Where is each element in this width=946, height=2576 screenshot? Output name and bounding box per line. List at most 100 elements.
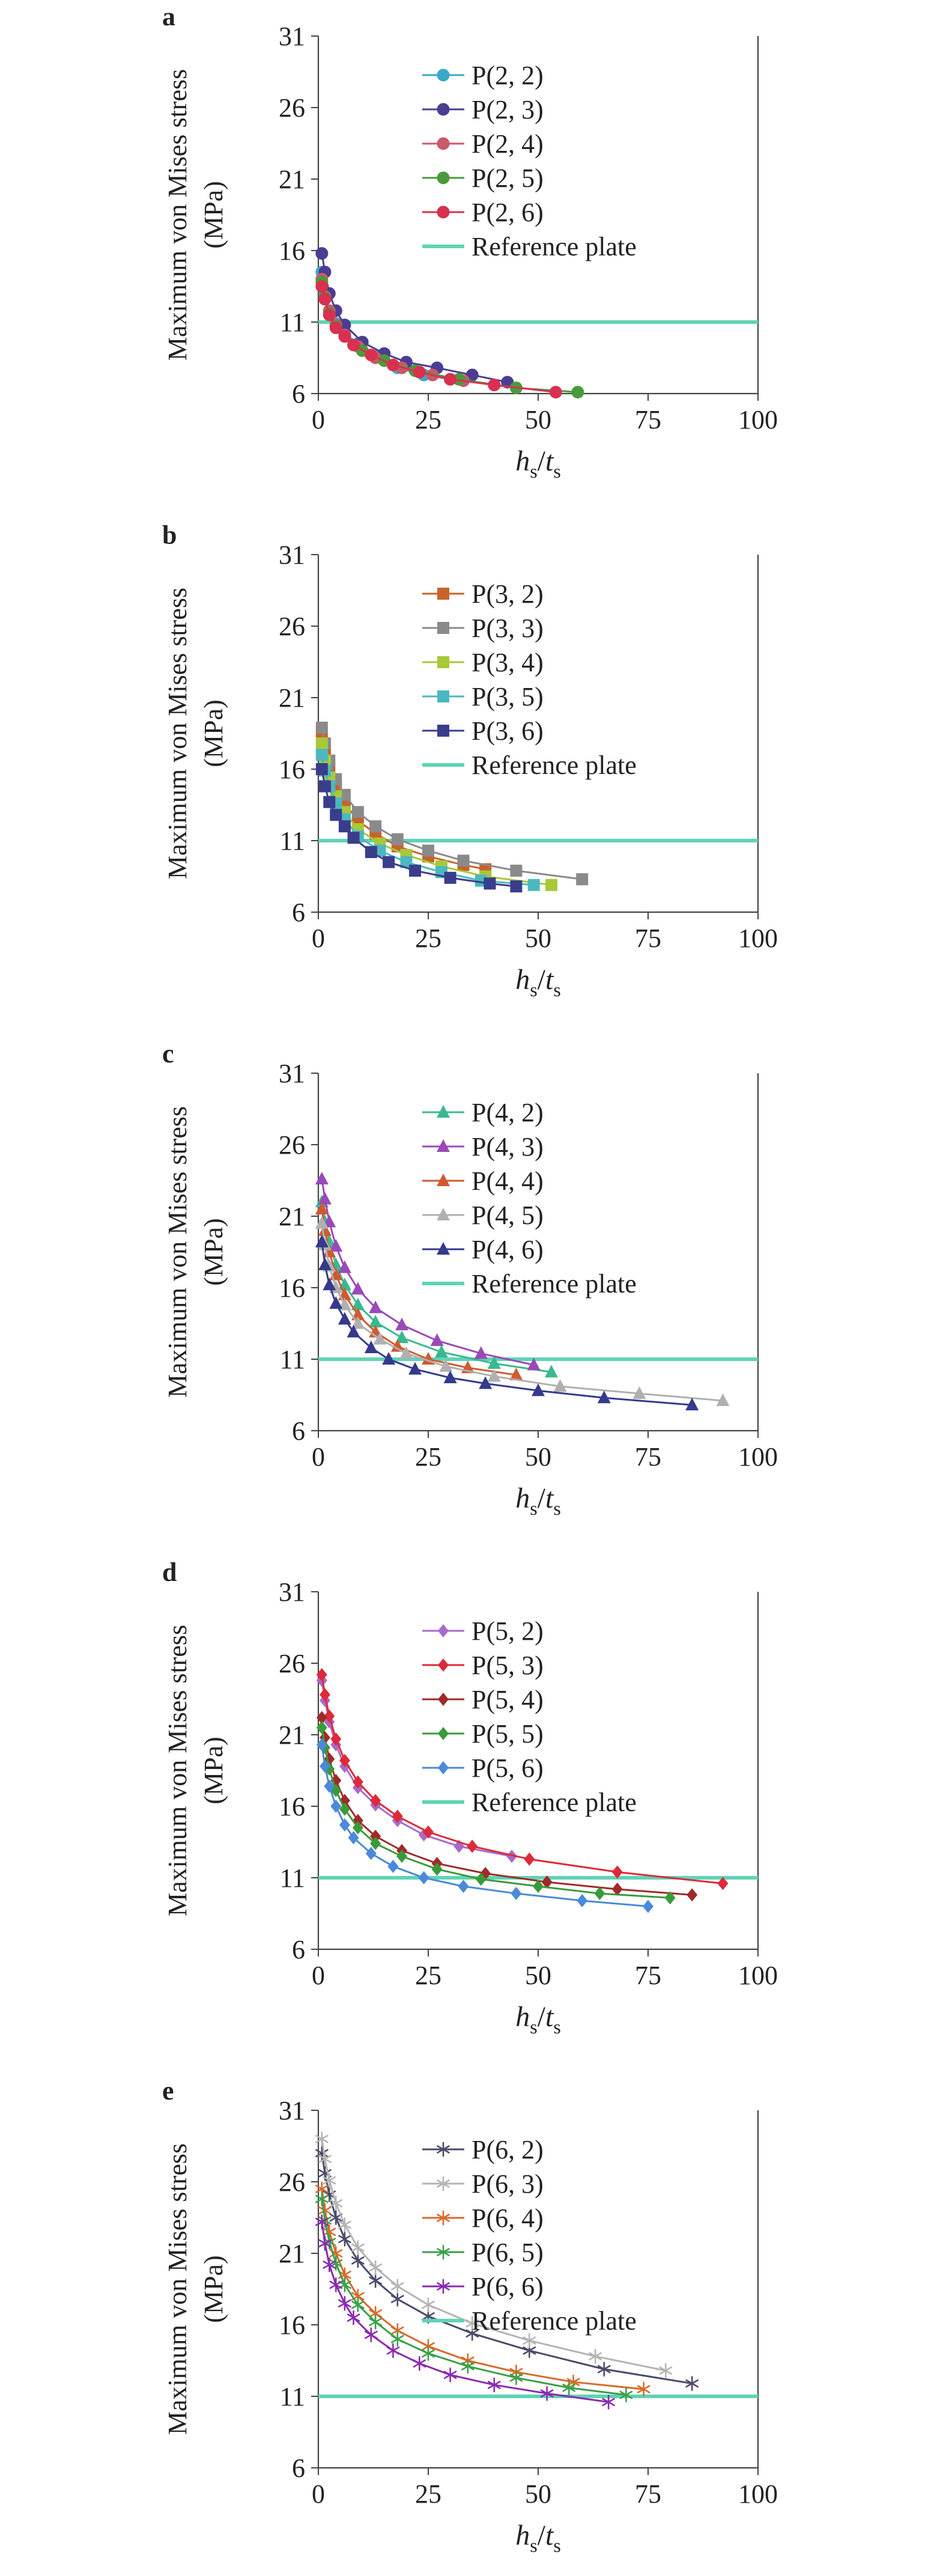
data-point	[365, 349, 378, 362]
data-point	[396, 1850, 408, 1863]
chart-panel-c: c 6 11 16 21 26 31 0 25 50 75 100 Maximum von Mises …	[162, 1039, 778, 1519]
data-point	[619, 2387, 633, 2402]
data-point	[316, 1738, 327, 1752]
x-axis-title-part: t	[545, 445, 554, 477]
x-axis-title: hs/ts	[515, 2520, 561, 2556]
data-point	[351, 1316, 365, 1329]
legend: P(4, 2) P(4, 3) P(4, 4) P(4, 5) P(4, 6) Refer…	[422, 1098, 637, 1299]
data-point	[315, 2131, 329, 2146]
series-3	[316, 1711, 698, 1902]
data-point	[315, 749, 328, 761]
y-tick-label: 6	[292, 379, 305, 409]
x-axis-title-part: /	[538, 445, 546, 477]
legend-label: P(6, 6)	[471, 2272, 544, 2301]
data-point	[323, 1277, 336, 1291]
series-5	[315, 1234, 699, 1411]
data-point	[409, 864, 422, 877]
y-tick-label: 21	[279, 2239, 305, 2268]
x-tick-label: 0	[312, 1961, 325, 1990]
data-point	[391, 833, 404, 845]
x-axis-title-part: h	[515, 1482, 530, 1514]
data-point	[351, 1297, 365, 1311]
data-point	[597, 2361, 611, 2377]
y-tick-label: 16	[279, 755, 305, 784]
data-point	[549, 386, 562, 399]
data-point	[323, 2173, 336, 2188]
data-point	[390, 2291, 404, 2307]
data-point	[509, 1368, 523, 1381]
legend-label: P(2, 5)	[471, 163, 544, 193]
legend-marker	[437, 2279, 450, 2294]
y-tick-label: 31	[279, 2096, 305, 2125]
legend-label: P(3, 3)	[471, 614, 544, 643]
series-2	[315, 2131, 673, 2378]
legend-label: P(4, 6)	[471, 1235, 544, 1264]
data-point	[319, 1759, 330, 1773]
x-axis-title-part: t	[545, 2001, 554, 2033]
y-axis-title-line2: (MPa)	[199, 1218, 228, 1285]
legend-marker	[437, 69, 450, 82]
x-axis-title: hs/ts	[515, 2001, 561, 2038]
data-point	[351, 2253, 365, 2268]
series-2	[316, 1668, 729, 1890]
x-axis-title-part: s	[553, 2016, 560, 2038]
data-point	[577, 1894, 588, 1908]
data-point	[338, 1312, 351, 1325]
data-point	[365, 1847, 377, 1860]
data-point	[387, 1859, 399, 1873]
data-point	[315, 737, 328, 750]
y-tick-label: 11	[280, 1863, 305, 1893]
data-point	[347, 338, 360, 352]
y-tick-label: 26	[279, 2167, 305, 2197]
data-point	[347, 832, 360, 844]
data-point	[370, 1794, 381, 1807]
y-tick-label: 31	[279, 1577, 305, 1607]
data-point	[501, 376, 514, 389]
data-point	[423, 1825, 434, 1839]
x-axis-title-part: s	[530, 2535, 537, 2556]
data-point	[347, 2310, 360, 2325]
data-point	[523, 2333, 536, 2348]
x-tick-label: 25	[415, 924, 441, 953]
data-point	[632, 1386, 646, 1399]
data-point	[369, 1315, 383, 1328]
data-point	[533, 1880, 544, 1893]
series-4	[316, 1721, 676, 1905]
y-axis-title: Maximum von Mises stress (MPa)	[163, 1106, 228, 1398]
data-point	[509, 2370, 523, 2386]
data-point	[315, 1234, 329, 1247]
y-tick-label: 6	[292, 898, 305, 927]
panel-label: a	[162, 2, 175, 31]
data-point	[395, 1317, 409, 1330]
y-tick-label: 11	[280, 2382, 305, 2411]
series-5	[315, 763, 523, 893]
data-point	[318, 293, 332, 306]
x-tick-label: 25	[415, 2479, 441, 2509]
data-point	[659, 2363, 673, 2378]
data-point	[351, 2297, 365, 2312]
legend-label: P(5, 2)	[471, 1616, 544, 1646]
data-point	[611, 1865, 623, 1879]
x-tick-label: 75	[635, 924, 661, 953]
data-point	[422, 844, 434, 857]
panel-label: e	[162, 2076, 174, 2106]
data-point	[330, 809, 342, 821]
data-point	[338, 330, 351, 343]
data-point	[369, 1300, 383, 1314]
data-point	[315, 721, 328, 734]
legend-marker	[437, 206, 450, 219]
y-axis-title-line1: Maximum von Mises stress	[163, 588, 192, 879]
data-point	[637, 2381, 650, 2397]
data-point	[318, 1257, 332, 1270]
legend-marker	[437, 1105, 450, 1118]
data-point	[443, 2367, 457, 2383]
data-point	[338, 2296, 351, 2311]
legend-marker	[437, 2142, 450, 2157]
x-tick-label: 75	[635, 405, 661, 434]
data-point	[315, 763, 328, 775]
data-point	[571, 386, 584, 399]
data-point	[347, 1324, 360, 1338]
y-tick-label: 26	[279, 612, 305, 641]
data-point	[589, 2349, 602, 2364]
data-point	[390, 1339, 404, 1352]
